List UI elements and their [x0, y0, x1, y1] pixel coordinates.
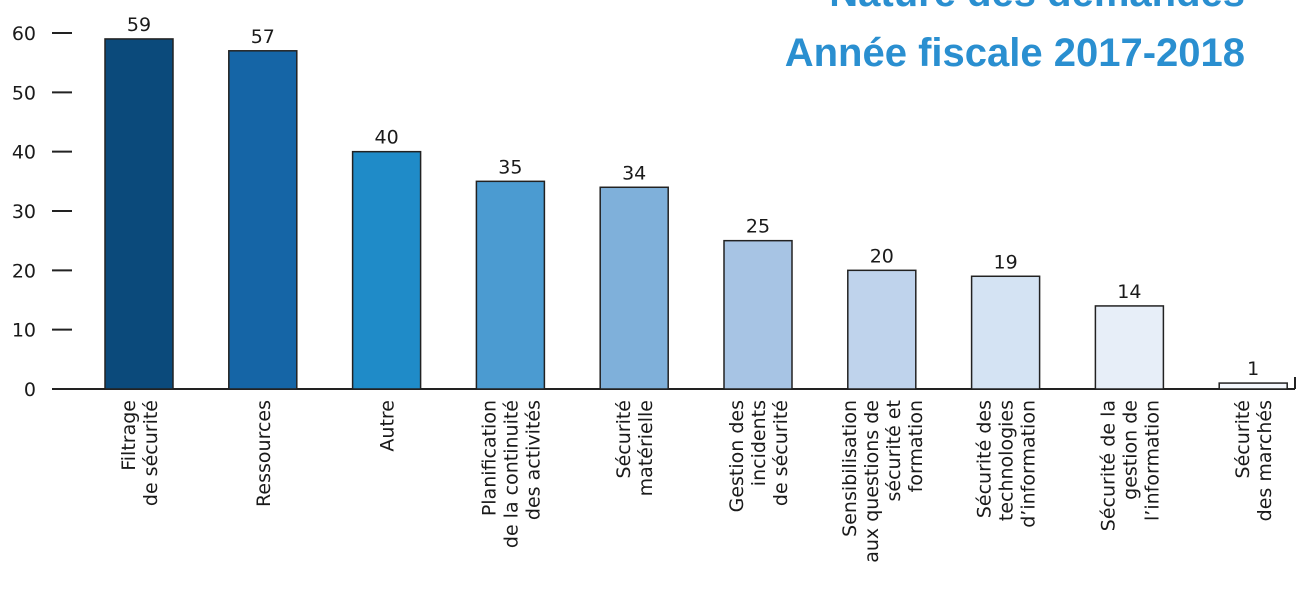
x-tick-label-line: Sécurité de la [1097, 400, 1119, 531]
value-label: 25 [746, 216, 770, 238]
bar [228, 50, 298, 390]
value-label: 14 [1117, 281, 1141, 303]
y-tick-label: 60 [12, 23, 36, 45]
x-tick-label-line: des activités [522, 400, 544, 520]
value-label: 40 [375, 127, 399, 149]
value-label: 57 [251, 26, 275, 48]
bar [847, 269, 917, 390]
x-tick-label-line: matérielle [635, 400, 657, 496]
bar [475, 180, 546, 390]
x-tick-label-line: Filtrage [118, 400, 140, 471]
x-tick-label: Gestion desincidentsde sécurité [726, 400, 792, 512]
x-tick-label-line: technologies [996, 400, 1018, 521]
y-tick-label: 30 [12, 201, 36, 223]
x-tick-label-line: Sécurité [1232, 400, 1254, 478]
x-tick-label-line: Sensibilisation [839, 400, 861, 537]
x-tick-label-line: d’information [1018, 400, 1040, 528]
bar [970, 275, 1041, 390]
x-tick-label: Autre [377, 400, 399, 452]
y-tick-label: 40 [12, 142, 36, 164]
chart-title: Nature des demandes [829, 0, 1245, 15]
x-tick-label-line: Sécurité des [974, 400, 996, 518]
x-tick-label-line: Sécurité [613, 400, 635, 478]
value-label: 59 [127, 14, 151, 36]
x-tick-label-line: de sécurité [140, 400, 162, 506]
x-tick-label-line: de sécurité [770, 400, 792, 506]
value-label: 1 [1247, 358, 1259, 380]
x-tick-label: Sécurité destechnologiesd’information [974, 400, 1040, 528]
y-tick-label: 20 [12, 260, 36, 282]
value-label: 35 [498, 156, 522, 178]
x-tick-label-line: Autre [377, 400, 399, 452]
x-tick-label: Planificationde la continuitédes activit… [478, 400, 544, 548]
x-tick-label-line: gestion de [1119, 400, 1141, 500]
value-label: 34 [622, 162, 646, 184]
chart-subtitle: Année fiscale 2017-2018 [785, 31, 1245, 75]
x-tick-label: Sécuritématérielle [613, 400, 657, 496]
y-tick-label: 0 [24, 379, 36, 401]
x-tick-label-line: l’information [1141, 400, 1163, 521]
x-tick-label: Sécuritédes marchés [1232, 400, 1276, 521]
x-tick-label-line: Planification [478, 400, 500, 516]
x-tick-label-line: Ressources [253, 400, 275, 507]
x-tick-label: Sécurité de lagestion del’information [1097, 400, 1163, 531]
bar [1094, 305, 1165, 390]
value-label: 19 [994, 251, 1018, 273]
y-tick-label: 10 [12, 320, 36, 342]
x-tick-label-line: de la continuité [500, 400, 522, 548]
x-tick-label: Ressources [253, 400, 275, 507]
x-tick-label: Filtragede sécurité [118, 400, 162, 506]
value-label: 20 [870, 245, 894, 267]
bar [723, 239, 793, 390]
x-tick-label-line: aux questions de [861, 400, 883, 563]
x-tick-label-line: Gestion des [726, 400, 748, 512]
bar [351, 150, 422, 390]
x-tick-label-line: sécurité et [883, 400, 905, 502]
bar [1218, 382, 1288, 390]
bar [599, 186, 669, 390]
x-tick-label-line: des marchés [1254, 400, 1276, 521]
x-tick-label: Sensibilisationaux questions desécurité … [839, 400, 927, 563]
y-tick-label: 50 [12, 82, 36, 104]
bar [104, 38, 174, 390]
x-tick-label-line: formation [905, 400, 927, 492]
x-tick-label-line: incidents [748, 400, 770, 486]
